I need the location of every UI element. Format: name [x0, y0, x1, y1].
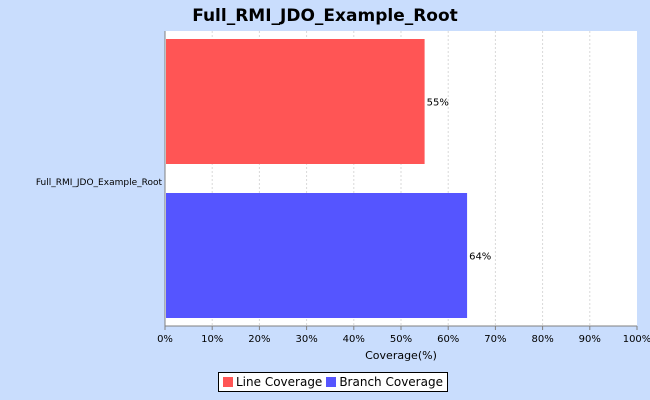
data-label-branch-coverage: 64% — [469, 252, 491, 263]
bars: 55% 64% — [166, 39, 491, 318]
x-tick-label: 10% — [201, 334, 223, 345]
x-tick-label: 40% — [343, 334, 365, 345]
legend-item-branch-coverage: Branch Coverage — [326, 375, 443, 389]
x-tick-label: 100% — [623, 334, 650, 345]
legend-label-line-coverage: Line Coverage — [236, 375, 323, 389]
category-label: Full_RMI_JDO_Example_Root — [36, 178, 163, 188]
legend-item-line-coverage: Line Coverage — [223, 375, 322, 389]
x-tick-label: 80% — [531, 334, 553, 345]
legend-swatch-line-coverage — [223, 377, 233, 387]
x-tick-label: 90% — [579, 334, 601, 345]
x-tick-label: 60% — [437, 334, 459, 345]
x-axis-label: Coverage(%) — [365, 349, 437, 362]
bar-branch-coverage — [166, 193, 468, 318]
x-tick-label: 30% — [295, 334, 317, 345]
x-tick-label: 0% — [157, 334, 173, 345]
legend: Line Coverage Branch Coverage — [218, 372, 448, 392]
x-axis-ticks: 0% 10% 20% 30% 40% 50% 60% 70% 80% 90% 100% — [157, 326, 650, 345]
x-tick-label: 50% — [390, 334, 412, 345]
legend-swatch-branch-coverage — [326, 377, 337, 387]
x-tick-label: 70% — [484, 334, 506, 345]
chart-title: Full_RMI_JDO_Example_Root — [192, 6, 458, 26]
x-tick-label: 20% — [248, 334, 270, 345]
legend-label-branch-coverage: Branch Coverage — [339, 375, 443, 389]
data-label-line-coverage: 55% — [427, 98, 449, 109]
bar-line-coverage — [166, 39, 425, 164]
